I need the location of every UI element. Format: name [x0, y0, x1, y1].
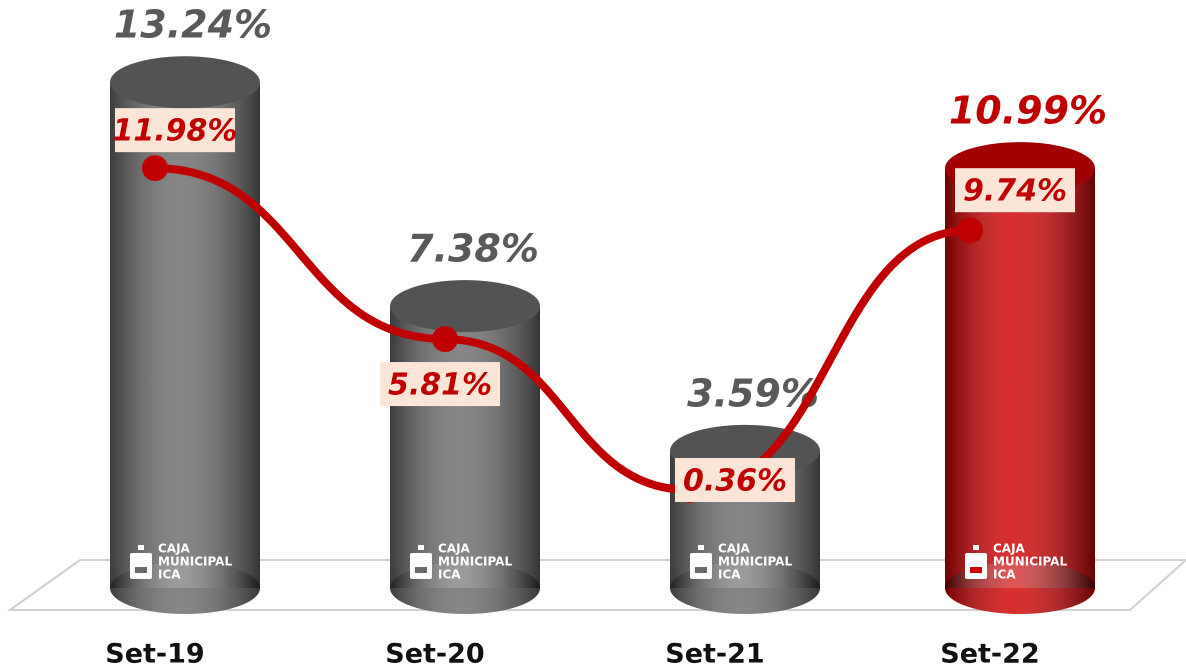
line-value-label: 11.98%: [113, 114, 238, 149]
logo-icon-dot: [138, 545, 144, 550]
bar-shade: [390, 306, 540, 588]
logo-text: MUNICIPAL: [438, 555, 512, 569]
line-marker: [432, 326, 458, 353]
line-value-label: 9.74%: [963, 174, 1067, 209]
logo-icon-cut: [695, 567, 707, 573]
logo-text: CAJA: [718, 542, 751, 556]
logo-icon-dot: [418, 545, 424, 550]
logo-icon-cut: [415, 567, 427, 573]
line-label-box: [380, 362, 500, 407]
logo-icon-cut: [135, 567, 147, 573]
line-value-label: 5.81%: [388, 368, 492, 403]
bar-top: [390, 280, 540, 333]
logo-text: MUNICIPAL: [993, 555, 1067, 569]
bar-shade: [110, 82, 260, 589]
bar-value-label: 3.59%: [687, 371, 819, 415]
logo-icon: [965, 553, 987, 579]
x-tick-label: Set-22: [940, 639, 1039, 670]
x-tick-label: Set-21: [665, 639, 764, 670]
bar-value-label: 10.99%: [949, 89, 1107, 133]
logo-icon: [130, 553, 152, 579]
bar-value-label: 13.24%: [114, 3, 272, 47]
line-label-box: [955, 168, 1075, 213]
logo-icon: [690, 553, 712, 579]
logo-text: CAJA: [438, 542, 471, 556]
logo-icon-cut: [970, 567, 982, 573]
line: [151, 164, 974, 495]
logo-text: ICA: [438, 568, 461, 582]
line-marker: [142, 155, 168, 182]
line-value-label: 0.36%: [683, 464, 787, 499]
bar-top: [110, 56, 260, 109]
bar-top-shade: [110, 56, 260, 109]
line-label-box: [675, 458, 795, 503]
logo-text: ICA: [718, 568, 741, 582]
bar-top-shade: [390, 280, 540, 333]
line-label-box: [115, 108, 235, 153]
x-tick-label: Set-19: [105, 639, 204, 670]
logo-icon-dot: [973, 545, 979, 550]
logo-text: MUNICIPAL: [718, 555, 792, 569]
x-tick-label: Set-20: [385, 639, 484, 670]
logo-text: CAJA: [158, 542, 191, 556]
bar-value-label: 7.38%: [407, 227, 539, 271]
logo-icon-dot: [698, 545, 704, 550]
logo-icon: [410, 553, 432, 579]
line-marker: [957, 217, 983, 244]
logo-text: ICA: [993, 568, 1016, 582]
logo-text: ICA: [158, 568, 181, 582]
logo-text: CAJA: [993, 542, 1026, 556]
logo-text: MUNICIPAL: [158, 555, 232, 569]
